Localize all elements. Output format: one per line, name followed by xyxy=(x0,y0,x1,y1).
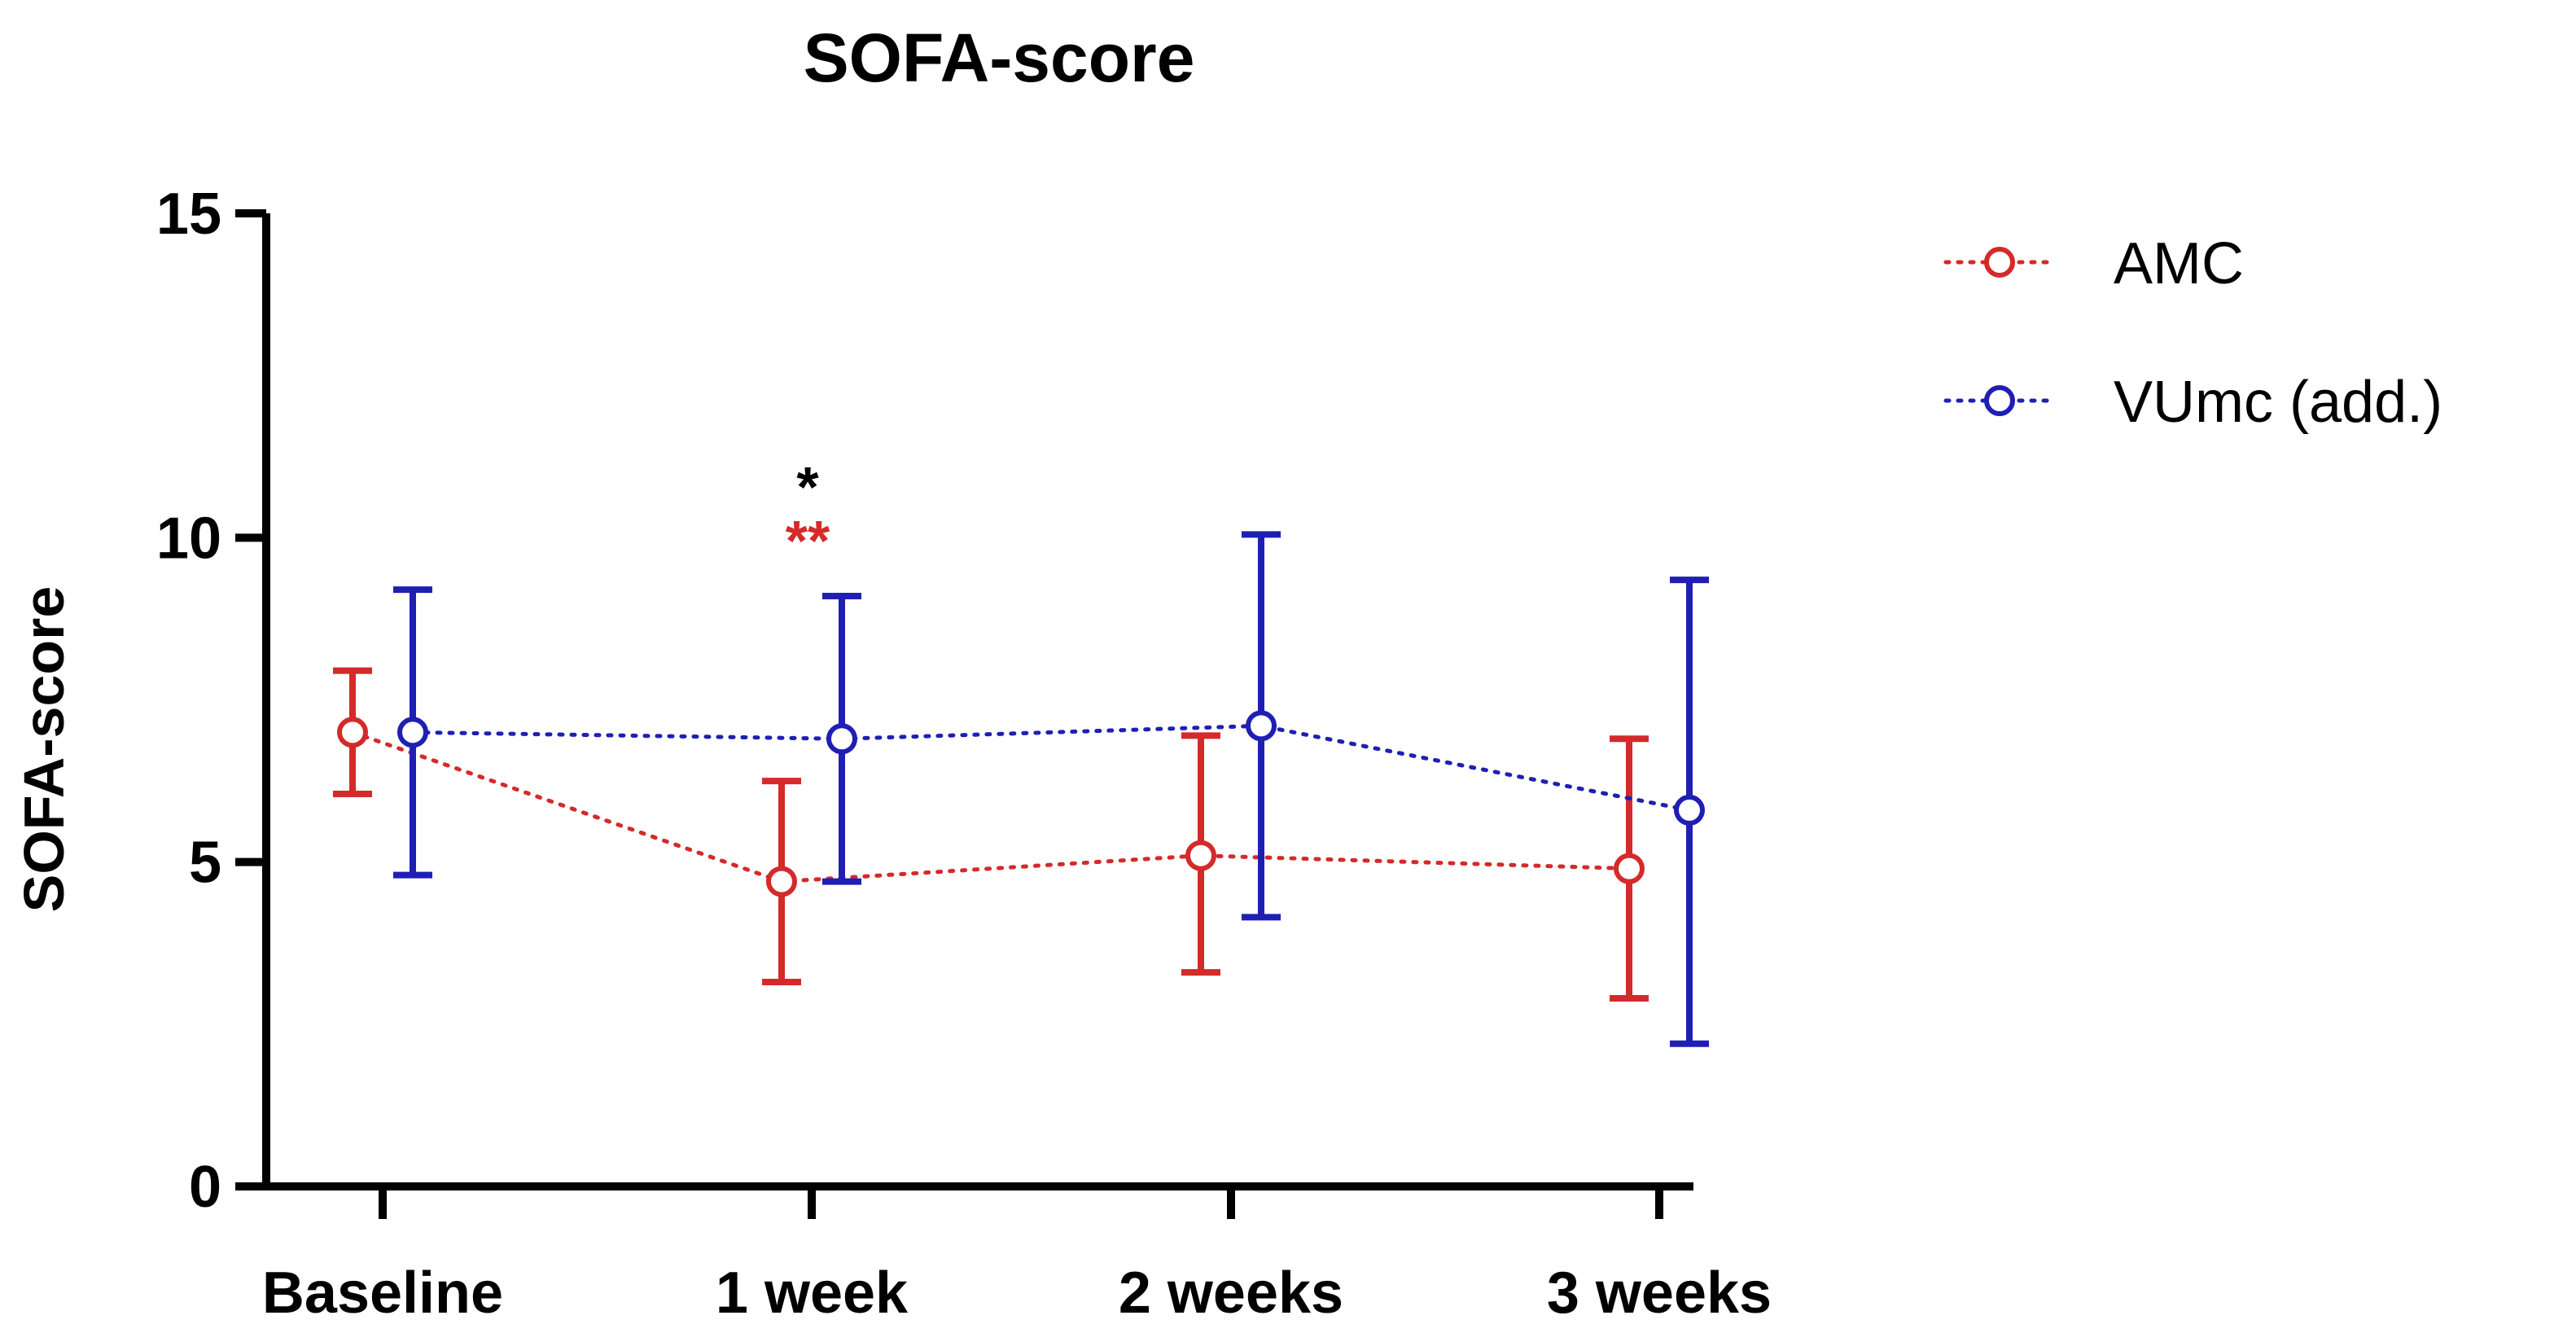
x-ticks: Baseline 1 week 2 weeks 3 weeks xyxy=(262,1186,1772,1326)
data-point xyxy=(1614,853,1645,884)
data-point xyxy=(766,866,797,897)
data-point xyxy=(1674,794,1705,826)
x-tick-label: 2 weeks xyxy=(1119,1261,1343,1326)
data-point xyxy=(397,717,428,748)
data-point xyxy=(1246,710,1277,742)
y-ticks: 0 5 10 15 xyxy=(156,182,266,1220)
significance-marker: ** xyxy=(786,509,830,572)
legend-label: VUmc (add.) xyxy=(2114,370,2442,435)
series-amc xyxy=(333,667,1649,1002)
significance-marker: * xyxy=(796,455,819,519)
series-vumc xyxy=(393,531,1709,1047)
data-point xyxy=(337,717,368,748)
y-tick-label: 10 xyxy=(156,506,221,571)
legend-marker xyxy=(1984,385,2015,416)
data-point xyxy=(1185,840,1216,871)
x-tick-label: 1 week xyxy=(716,1261,909,1326)
series-line xyxy=(410,723,1692,813)
y-tick-label: 15 xyxy=(156,182,221,247)
y-tick-label: 0 xyxy=(189,1155,221,1220)
x-tick-label: 3 weeks xyxy=(1547,1261,1772,1326)
annotations: *** xyxy=(786,455,830,572)
series-layer xyxy=(333,531,1709,1047)
legend: AMC VUmc (add.) xyxy=(1943,231,2442,435)
y-axis-label: SOFA-score xyxy=(12,586,76,913)
chart-title: SOFA-score xyxy=(804,20,1195,96)
y-tick-label: 5 xyxy=(189,831,221,896)
x-tick-label: Baseline xyxy=(262,1261,503,1326)
legend-label: AMC xyxy=(2114,231,2244,296)
series-line xyxy=(350,730,1632,884)
legend-marker xyxy=(1984,247,2015,278)
data-point xyxy=(826,723,857,755)
